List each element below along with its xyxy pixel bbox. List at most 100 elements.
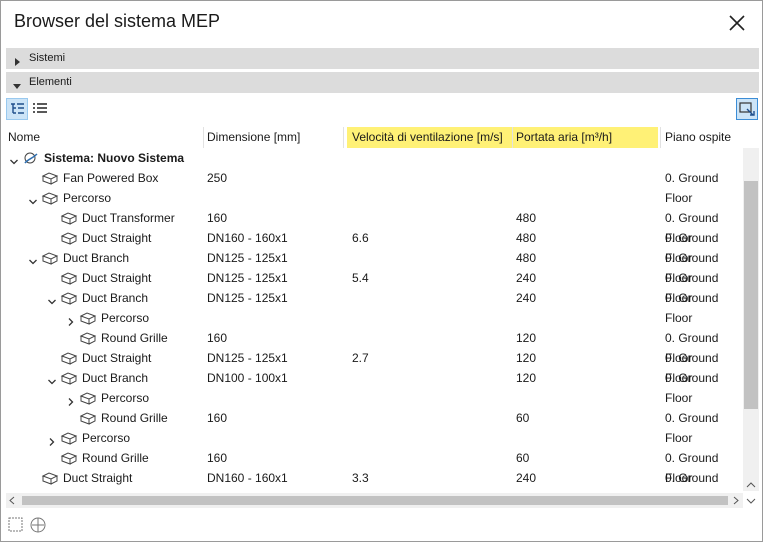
- row-name: Percorso: [101, 391, 150, 405]
- cell-dimension: 250: [207, 171, 228, 185]
- cell-floor: 0. Ground Floor: [665, 291, 719, 325]
- cell-floor: 0. Ground Floor: [665, 231, 719, 265]
- horizontal-scrollbar[interactable]: [6, 493, 743, 508]
- section-label: Sistemi: [29, 52, 66, 64]
- element-icon: [41, 190, 59, 212]
- element-icon: [41, 170, 59, 192]
- cell-floor: 0. Ground Floor: [665, 371, 719, 405]
- column-separator: [512, 127, 513, 148]
- close-button[interactable]: [727, 13, 747, 33]
- cell-dimension: DN160 - 160x1: [207, 471, 288, 485]
- table-row[interactable]: Duct Branch DN125 - 125x1 480 0. Ground Flo…: [6, 248, 743, 285]
- cell-dimension: DN125 - 125x1: [207, 251, 288, 265]
- table-row[interactable]: Duct Transformer 160 480 0. Ground Floor: [6, 208, 743, 245]
- row-name: Round Grille: [101, 411, 168, 425]
- table-row[interactable]: Round Grille 160 60 0. Ground Floor: [6, 408, 743, 445]
- row-name: Round Grille: [82, 451, 149, 465]
- element-icon: [60, 270, 78, 292]
- column-header[interactable]: Piano ospite: [665, 130, 732, 144]
- table-row[interactable]: Duct Straight DN160 - 160x1 6.6 480 0. Groun…: [6, 228, 743, 265]
- row-name: Fan Powered Box: [63, 171, 159, 185]
- row-name: Duct Transformer: [82, 211, 175, 225]
- cell-floor: 0. Ground Floor: [665, 351, 719, 385]
- expand-toggle[interactable]: [47, 433, 57, 453]
- table-row[interactable]: Percorso: [6, 308, 743, 328]
- cell-floor: 0. Ground Floor: [665, 271, 719, 305]
- table-row[interactable]: Duct Straight DN160 - 160x1 3.3 240 0. Groun…: [6, 468, 743, 505]
- expand-toggle[interactable]: [66, 313, 76, 333]
- cell-dimension: DN125 - 125x1: [207, 351, 288, 365]
- cell-flow: 240: [516, 271, 537, 285]
- cell-floor: 0. Ground Floor: [665, 211, 719, 245]
- cell-flow: 480: [516, 211, 537, 225]
- section-toggle[interactable]: [12, 53, 22, 74]
- cell-floor: 0. Ground Floor: [665, 331, 719, 365]
- column-header[interactable]: Velocità di ventilazione [m/s]: [347, 127, 512, 148]
- section-header[interactable]: Sistemi: [6, 48, 759, 69]
- cell-floor: 0. Ground Floor: [665, 251, 719, 285]
- cell-floor: 0. Ground Floor: [665, 451, 719, 485]
- table-row[interactable]: Duct Straight DN125 - 125x1 5.4 240 0. Groun…: [6, 268, 743, 305]
- column-header[interactable]: Nome: [8, 130, 41, 144]
- cell-floor: 0. Ground Floor: [665, 411, 719, 445]
- table-row[interactable]: Sistema: Nuovo Sistema: [6, 148, 743, 168]
- table-row[interactable]: Percorso: [6, 388, 743, 408]
- table-row[interactable]: Fan Powered Box 250 0. Ground Floor: [6, 168, 743, 205]
- section-header[interactable]: Elementi: [6, 72, 759, 93]
- row-name: Percorso: [63, 191, 112, 205]
- element-icon: [60, 350, 78, 372]
- cell-flow: 120: [516, 351, 537, 365]
- table-row[interactable]: Percorso: [6, 188, 743, 208]
- filter-button[interactable]: [736, 98, 758, 120]
- table-row[interactable]: Percorso: [6, 428, 743, 448]
- scroll-thumb[interactable]: [744, 181, 758, 409]
- tree-view-button[interactable]: [6, 98, 28, 120]
- section-label: Elementi: [29, 76, 72, 88]
- cell-velocity: 2.7: [352, 351, 369, 365]
- expand-toggle[interactable]: [47, 373, 57, 393]
- list-view-button[interactable]: [30, 99, 50, 119]
- scroll-arrows[interactable]: [743, 478, 759, 508]
- window-title: Browser del sistema MEP: [14, 11, 221, 31]
- element-icon: [79, 310, 97, 332]
- cell-dimension: 160: [207, 331, 228, 345]
- row-name: Duct Straight: [82, 271, 152, 285]
- vertical-scrollbar[interactable]: [743, 148, 759, 491]
- expand-toggle[interactable]: [28, 253, 38, 273]
- element-icon: [60, 290, 78, 312]
- expand-toggle[interactable]: [28, 193, 38, 213]
- cell-flow: 60: [516, 411, 530, 425]
- element-icon: [79, 330, 97, 352]
- column-separator: [203, 127, 204, 148]
- table-row[interactable]: Duct Branch DN125 - 125x1 240 0. Ground Flo…: [6, 288, 743, 325]
- cell-dimension: DN100 - 100x1: [207, 371, 288, 385]
- table-row[interactable]: Duct Straight DN125 - 125x1 2.7 120 0. Groun…: [6, 348, 743, 385]
- cell-flow: 240: [516, 471, 537, 485]
- element-icon: [60, 230, 78, 252]
- table-row[interactable]: Round Grille 160 120 0. Ground Floor: [6, 328, 743, 365]
- footer-icons[interactable]: [7, 516, 51, 534]
- cell-dimension: 160: [207, 411, 228, 425]
- element-icon: [79, 390, 97, 412]
- cell-dimension: 160: [207, 211, 228, 225]
- row-name: Duct Straight: [63, 471, 133, 485]
- element-icon: [60, 450, 78, 472]
- cell-velocity: 5.4: [352, 271, 369, 285]
- cell-flow: 480: [516, 231, 537, 245]
- expand-toggle[interactable]: [66, 393, 76, 413]
- element-icon: [41, 250, 59, 272]
- column-header[interactable]: Dimensione [mm]: [207, 130, 301, 144]
- expand-toggle[interactable]: [47, 293, 57, 313]
- column-header[interactable]: Portata aria [m³/h]: [512, 127, 658, 148]
- row-name: Duct Straight: [82, 231, 152, 245]
- row-name: Sistema: Nuovo Sistema: [44, 151, 185, 165]
- section-toggle[interactable]: [12, 77, 22, 98]
- expand-toggle[interactable]: [9, 153, 19, 173]
- cell-velocity: 6.6: [352, 231, 369, 245]
- element-icon: [60, 370, 78, 392]
- row-name: Round Grille: [101, 331, 168, 345]
- element-icon: [22, 150, 40, 172]
- table-row[interactable]: Round Grille 160 60 0. Ground Floor: [6, 448, 743, 485]
- table-row[interactable]: Duct Branch DN100 - 100x1 120 0. Ground Flo…: [6, 368, 743, 405]
